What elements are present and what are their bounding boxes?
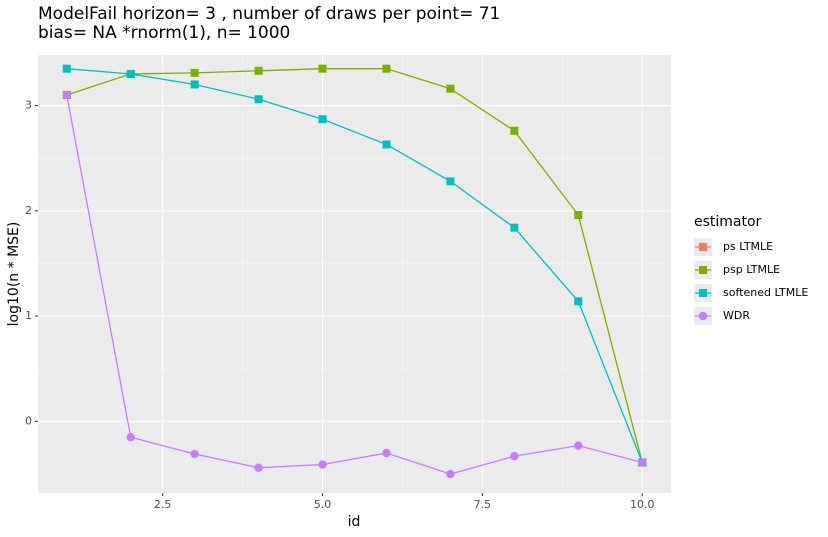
- point: [510, 223, 519, 232]
- x-axis-title: id: [348, 514, 361, 530]
- point: [638, 458, 647, 467]
- point: [318, 115, 327, 124]
- point: [254, 95, 263, 104]
- legend-label: softened LTMLE: [723, 286, 808, 299]
- chart-subtitle: bias= NA *rnorm(1), n= 1000: [38, 23, 290, 43]
- point: [382, 64, 391, 73]
- legend-key-marker: [699, 243, 707, 251]
- point: [126, 432, 135, 442]
- point: [446, 84, 455, 93]
- point: [382, 140, 391, 149]
- point: [446, 469, 455, 479]
- point: [446, 177, 455, 186]
- point: [254, 66, 263, 75]
- x-tick-label: 10.0: [630, 498, 655, 511]
- y-tick-label: 2: [25, 204, 32, 217]
- point: [574, 297, 583, 306]
- x-tick-label: 2.5: [154, 498, 172, 511]
- legend-label: WDR: [723, 309, 750, 322]
- legend-label: ps LTMLE: [723, 240, 773, 253]
- point: [62, 90, 71, 100]
- y-tick-label: 1: [25, 309, 32, 322]
- y-tick-label: 3: [25, 99, 32, 112]
- x-tick-label: 7.5: [474, 498, 492, 511]
- series-line: [66, 68, 643, 463]
- series-line: [66, 68, 643, 463]
- point: [190, 80, 199, 89]
- legend-key-marker: [698, 311, 708, 321]
- y-axis-title: log10(n * MSE): [6, 222, 22, 327]
- point: [126, 69, 135, 78]
- point: [574, 211, 583, 220]
- legend-key-marker: [699, 289, 707, 297]
- point: [510, 451, 519, 461]
- point: [318, 460, 327, 469]
- point: [510, 126, 519, 135]
- legend-key-marker: [699, 266, 707, 274]
- point: [190, 68, 199, 77]
- point: [190, 449, 199, 459]
- point: [382, 448, 391, 458]
- legend-label: psp LTMLE: [723, 263, 780, 276]
- chart-title: ModelFail horizon= 3 , number of draws p…: [38, 4, 500, 24]
- panel: [38, 55, 671, 493]
- point: [62, 64, 71, 73]
- legend-title: estimator: [694, 214, 762, 230]
- series-line: [66, 94, 643, 475]
- point: [574, 441, 583, 450]
- point: [318, 64, 327, 73]
- y-tick-label: 0: [25, 414, 32, 427]
- point: [254, 463, 263, 472]
- x-tick-label: 5.0: [314, 498, 332, 511]
